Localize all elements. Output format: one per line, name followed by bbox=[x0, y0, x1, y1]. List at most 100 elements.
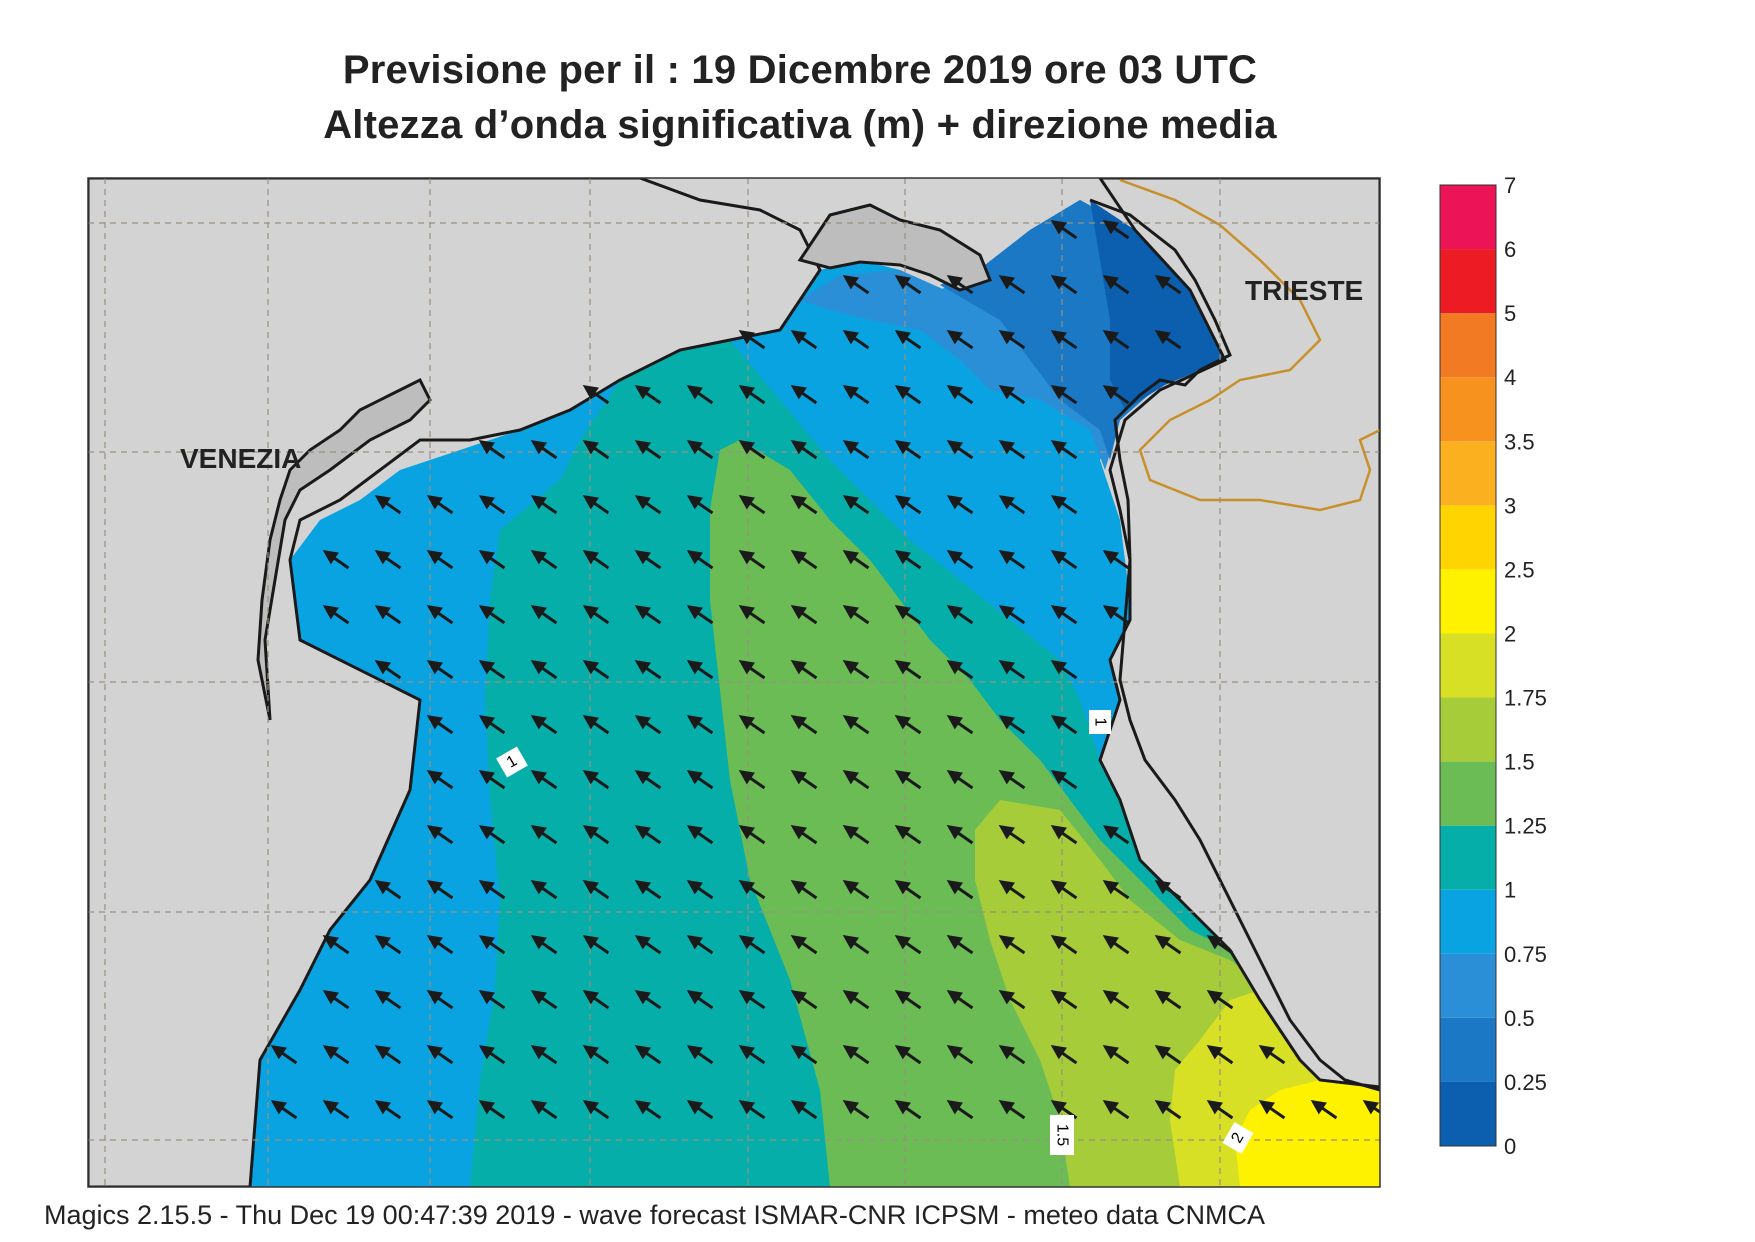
wave-arrow bbox=[1050, 385, 1078, 405]
wave-arrow bbox=[1050, 495, 1078, 515]
colorbar-swatch bbox=[1440, 569, 1496, 634]
wave-arrow bbox=[530, 440, 558, 460]
wave-arrow bbox=[790, 385, 818, 405]
wave-arrow bbox=[842, 660, 870, 680]
wave-arrow bbox=[582, 660, 610, 680]
wave-arrow bbox=[1102, 990, 1130, 1010]
wave-arrow bbox=[946, 1100, 974, 1120]
colorbar-swatch bbox=[1440, 825, 1496, 890]
footer-credits: Magics 2.15.5 - Thu Dec 19 00:47:39 2019… bbox=[44, 1200, 1265, 1230]
contour-label-southeast: 2 bbox=[1222, 1122, 1254, 1154]
wave-arrow bbox=[634, 1045, 662, 1065]
wave-arrow bbox=[478, 550, 506, 570]
wave-arrow bbox=[1050, 220, 1078, 240]
wave-arrow bbox=[842, 605, 870, 625]
wave-arrow bbox=[1102, 220, 1130, 240]
graticule bbox=[88, 178, 1380, 1187]
wave-arrow bbox=[686, 385, 714, 405]
wave-arrow bbox=[478, 1045, 506, 1065]
wave-arrow bbox=[998, 275, 1026, 295]
wave-arrow bbox=[322, 1100, 350, 1120]
land-croatia bbox=[1098, 178, 1380, 1089]
wave-arrow bbox=[582, 440, 610, 460]
wave-arrow bbox=[1206, 1045, 1234, 1065]
wave-arrow bbox=[998, 550, 1026, 570]
wave-arrow bbox=[686, 715, 714, 735]
wave-arrow bbox=[946, 440, 974, 460]
wave-arrow bbox=[842, 935, 870, 955]
wave-arrow bbox=[686, 550, 714, 570]
colorbar-label: 1.25 bbox=[1504, 814, 1547, 839]
wave-arrow bbox=[634, 660, 662, 680]
wave-arrow bbox=[582, 1045, 610, 1065]
wave-arrow bbox=[530, 935, 558, 955]
wave-arrow bbox=[894, 495, 922, 515]
wave-arrow bbox=[1154, 275, 1182, 295]
wave-arrow bbox=[686, 660, 714, 680]
wave-arrow bbox=[426, 1045, 454, 1065]
colorbar-label: 1.5 bbox=[1504, 750, 1535, 775]
wave-arrow bbox=[530, 550, 558, 570]
wave-arrow bbox=[374, 1045, 402, 1065]
wave-arrow bbox=[426, 770, 454, 790]
wave-arrow bbox=[998, 1045, 1026, 1065]
contour-label-south: 1.5 bbox=[1050, 1115, 1074, 1155]
istria-coast bbox=[1089, 198, 1380, 1092]
contour-label-west: 1 bbox=[496, 746, 528, 778]
wave-arrow bbox=[790, 935, 818, 955]
wave-arrow bbox=[790, 1045, 818, 1065]
wave-direction-arrows bbox=[270, 220, 1380, 1120]
wave-arrow bbox=[634, 990, 662, 1010]
wave-arrow bbox=[374, 605, 402, 625]
wave-arrow bbox=[790, 770, 818, 790]
colorbar-label: 4 bbox=[1504, 365, 1516, 390]
wave-arrow bbox=[998, 660, 1026, 680]
wave-arrow bbox=[842, 330, 870, 350]
wave-arrow bbox=[790, 880, 818, 900]
wave-arrow bbox=[998, 605, 1026, 625]
wave-arrow bbox=[790, 330, 818, 350]
wave-arrow bbox=[842, 825, 870, 845]
colorbar-label: 0.75 bbox=[1504, 942, 1547, 967]
wave-arrow bbox=[374, 990, 402, 1010]
wave-arrow bbox=[530, 990, 558, 1010]
wave-arrow bbox=[998, 385, 1026, 405]
place-label-trieste: TRIESTE bbox=[1245, 275, 1363, 306]
wave-arrow bbox=[738, 1100, 766, 1120]
country-border bbox=[1119, 178, 1380, 512]
wave-arrow bbox=[426, 550, 454, 570]
wave-arrow bbox=[582, 825, 610, 845]
wave-arrow bbox=[582, 605, 610, 625]
band-0 bbox=[1090, 200, 1225, 410]
wave-arrow bbox=[582, 495, 610, 515]
wave-arrow bbox=[686, 1100, 714, 1120]
wave-arrow bbox=[790, 825, 818, 845]
wave-arrow bbox=[998, 440, 1026, 460]
wave-arrow bbox=[894, 330, 922, 350]
wave-arrow bbox=[374, 880, 402, 900]
wave-arrow bbox=[270, 1045, 298, 1065]
map-title: Previsione per il : 19 Dicembre 2019 ore… bbox=[342, 48, 1258, 92]
wave-arrow bbox=[738, 880, 766, 900]
wave-arrow bbox=[738, 715, 766, 735]
wave-arrow bbox=[530, 825, 558, 845]
wave-arrow bbox=[374, 660, 402, 680]
wave-arrow bbox=[1102, 935, 1130, 955]
wave-arrow bbox=[426, 605, 454, 625]
wave-arrow bbox=[322, 1045, 350, 1065]
wave-arrow bbox=[1154, 935, 1182, 955]
wave-arrow bbox=[1102, 330, 1130, 350]
colorbar-swatch bbox=[1440, 441, 1496, 506]
wave-arrow bbox=[634, 1100, 662, 1120]
wave-arrow bbox=[946, 715, 974, 735]
wave-arrow bbox=[738, 935, 766, 955]
wave-arrow bbox=[1310, 1100, 1338, 1120]
colorbar-label: 0 bbox=[1504, 1134, 1516, 1159]
wave-arrow bbox=[1050, 330, 1078, 350]
wave-arrow bbox=[842, 385, 870, 405]
wave-arrow bbox=[686, 990, 714, 1010]
wave-arrow bbox=[998, 880, 1026, 900]
wave-arrow bbox=[322, 935, 350, 955]
wave-arrow bbox=[1154, 330, 1182, 350]
